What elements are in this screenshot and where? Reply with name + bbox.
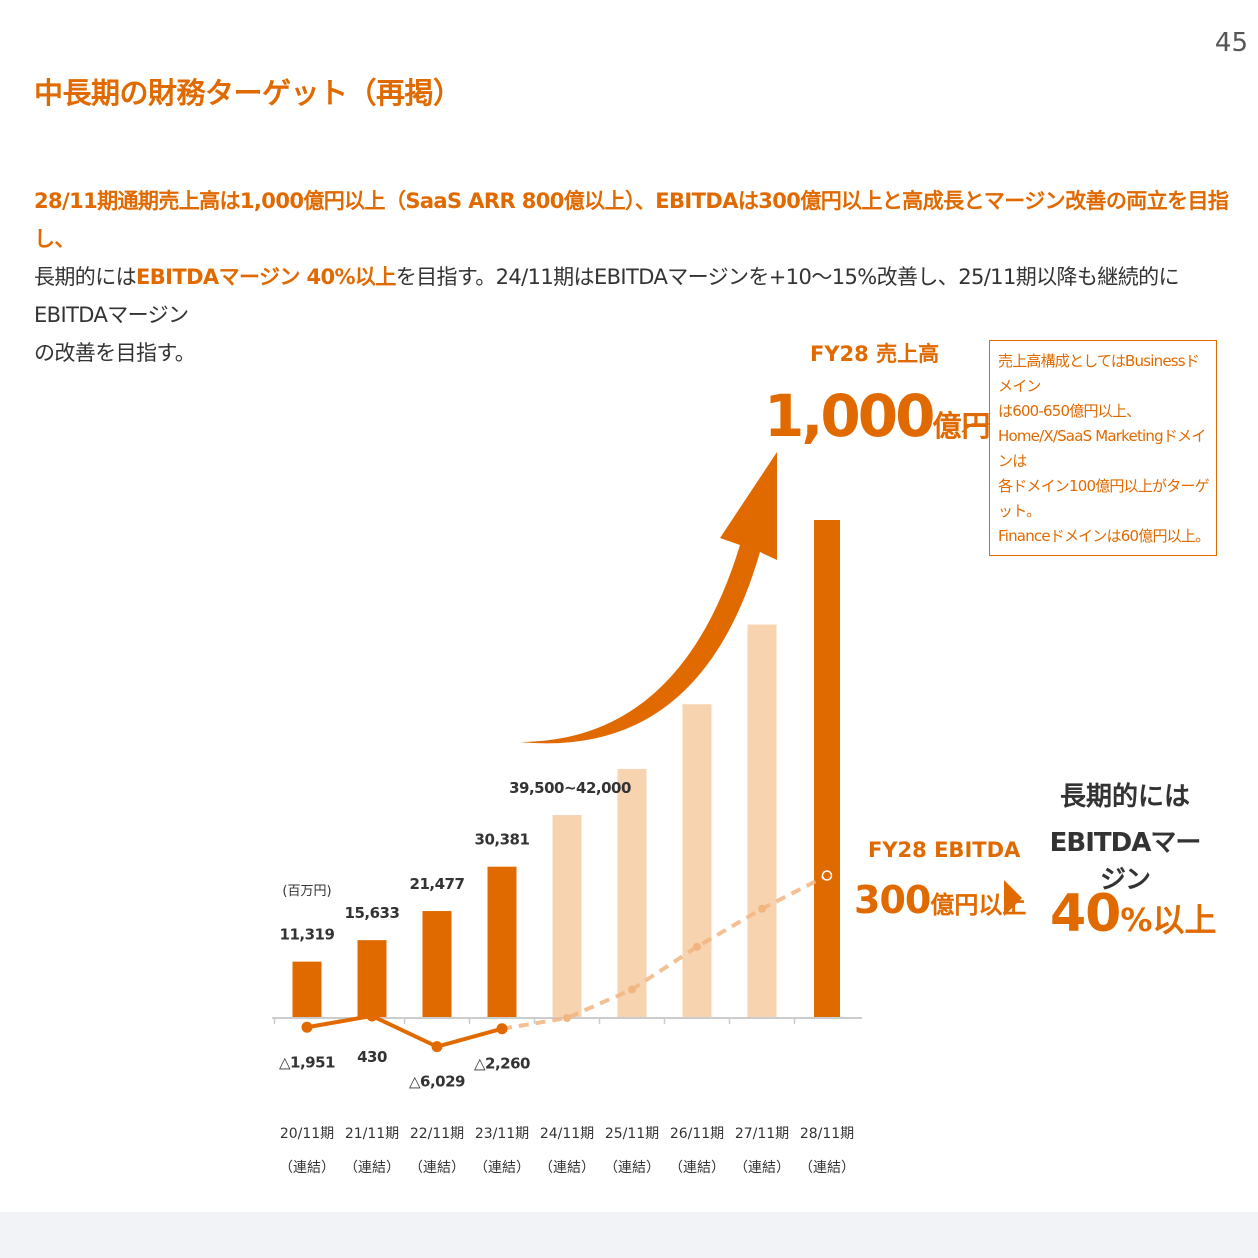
note-line: Financeドメインは60億円以上。 xyxy=(998,527,1210,545)
category-label: 21/11期 xyxy=(345,1126,399,1142)
revenue-label: 21,477 xyxy=(410,875,465,893)
category-sublabel: （連結） xyxy=(344,1160,400,1176)
ebitda-actual-line xyxy=(306,1013,503,1049)
revenue-bar-24/11期 xyxy=(552,815,582,1018)
ebitda-label: △2,260 xyxy=(474,1055,530,1073)
category-label: 24/11期 xyxy=(540,1126,594,1142)
ebitda-forecast-point xyxy=(693,942,701,951)
revenue-bar-21/11期 xyxy=(357,940,387,1018)
arrow-right-icon xyxy=(1004,880,1022,916)
fy28-ebitda-number: 300 xyxy=(854,878,931,922)
description-line-1: 28/11期通期売上高は1,000億円以上（SaaS ARR 800億以上）、E… xyxy=(34,189,1229,251)
description-line-2: 長期的にはEBITDAマージン 40%以上を目指す。24/11期はEBITDAマ… xyxy=(34,258,1234,334)
footer-band xyxy=(0,1212,1258,1258)
revenue-bar-23/11期 xyxy=(487,866,517,1018)
note-line: 各ドメイン100億円以上がターゲット。 xyxy=(998,477,1210,520)
ebitda-forecast-point xyxy=(758,904,766,913)
category-sublabel: （連結） xyxy=(604,1160,660,1176)
category-sublabel: （連結） xyxy=(734,1160,790,1176)
description-line-3: の改善を目指す。 xyxy=(34,341,196,365)
category-sublabel: （連結） xyxy=(799,1160,855,1176)
category-sublabel: （連結） xyxy=(539,1160,595,1176)
long-term-line-1: 長期的には xyxy=(1059,782,1190,812)
fy28-sales-number: 1,000 xyxy=(764,382,935,450)
revenue-bar-26/11期 xyxy=(682,704,712,1018)
revenue-label: 11,319 xyxy=(280,926,335,944)
long-term-value: 40%以上 xyxy=(1050,884,1216,944)
ebitda-forecast-point xyxy=(628,985,636,994)
description-line-2-prefix: 長期的には xyxy=(34,265,137,289)
category-label: 27/11期 xyxy=(735,1126,789,1142)
category-label: 22/11期 xyxy=(410,1126,464,1142)
ebitda-forecast-line xyxy=(501,873,828,1031)
revenue-label: 30,381 xyxy=(475,831,530,849)
category-sublabel: （連結） xyxy=(409,1160,465,1176)
long-term-number: 40 xyxy=(1050,884,1121,944)
long-term-unit: %以上 xyxy=(1120,901,1217,939)
category-sublabel: （連結） xyxy=(279,1160,335,1176)
revenue-ebitda-chart: 11,319 15,633 21,477 30,381 39,500~42,000 (百万… xyxy=(272,423,989,1176)
note-line: Home/X/SaaS Marketingドメインは xyxy=(998,427,1206,470)
long-term-line-2: EBITDAマージン xyxy=(1049,828,1202,895)
ebitda-label: 430 xyxy=(357,1048,387,1066)
category-label: 28/11期 xyxy=(800,1126,854,1142)
description: 28/11期通期売上高は1,000億円以上（SaaS ARR 800億以上）、E… xyxy=(34,182,1234,372)
category-label: 23/11期 xyxy=(475,1126,529,1142)
revenue-bar-27/11期 xyxy=(747,624,777,1018)
category-sublabel: （連結） xyxy=(474,1160,530,1176)
ebitda-target-point xyxy=(821,870,833,881)
revenue-bar-22/11期 xyxy=(422,911,452,1018)
fy28-ebitda-value: 300億円以上 xyxy=(854,878,1026,922)
ebitda-point xyxy=(496,1023,508,1035)
description-line-2-suffix: を目指す。24/11期はEBITDAマージンを+10～15%改善し、25/11期… xyxy=(34,265,1180,327)
category-label: 25/11期 xyxy=(605,1126,659,1142)
ebitda-point xyxy=(301,1021,313,1033)
ebitda-label: △1,951 xyxy=(279,1053,335,1071)
note-connector xyxy=(961,423,989,433)
ebitda-label: △6,029 xyxy=(409,1073,465,1091)
growth-arrow-icon xyxy=(519,452,777,744)
note-line: 売上高構成としてはBusinessドメイン xyxy=(998,352,1200,395)
revenue-bar-25/11期 xyxy=(617,769,647,1018)
ebitda-forecast-point xyxy=(563,1014,571,1022)
page-title: 中長期の財務ターゲット（再掲） xyxy=(34,76,462,110)
category-label: 20/11期 xyxy=(280,1126,334,1142)
fy28-sales-label: FY28 売上高 xyxy=(810,342,940,366)
revenue-bar-28/11期 xyxy=(814,520,840,1018)
revenue-label: 39,500~42,000 xyxy=(509,779,631,797)
fy28-ebitda-label: FY28 EBITDA xyxy=(868,838,1021,862)
revenue-label: 15,633 xyxy=(345,904,400,922)
ebitda-point xyxy=(431,1041,443,1053)
revenue-bar-20/11期 xyxy=(292,961,322,1018)
category-sublabel: （連結） xyxy=(669,1160,725,1176)
ebitda-point xyxy=(366,1010,378,1022)
unit-label: (百万円) xyxy=(282,884,331,899)
category-label: 26/11期 xyxy=(670,1126,724,1142)
page-number: 45 xyxy=(1214,28,1248,58)
note-line: は600-650億円以上、 xyxy=(998,402,1141,420)
description-highlight: EBITDAマージン 40%以上 xyxy=(136,265,396,289)
note-box: 売上高構成としてはBusinessドメイン は600-650億円以上、 Home… xyxy=(989,340,1217,556)
